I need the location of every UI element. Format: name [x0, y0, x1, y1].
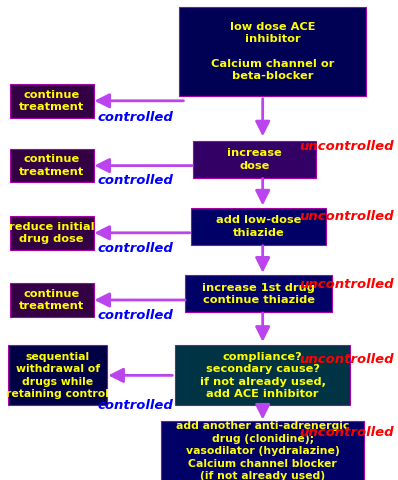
Text: controlled: controlled: [98, 241, 173, 255]
Text: controlled: controlled: [98, 174, 173, 188]
Text: increase 1st drug
continue thiazide: increase 1st drug continue thiazide: [202, 283, 315, 305]
Text: controlled: controlled: [98, 111, 173, 124]
FancyBboxPatch shape: [10, 216, 94, 250]
Text: uncontrolled: uncontrolled: [299, 352, 394, 366]
FancyBboxPatch shape: [10, 84, 94, 118]
Text: reduce initial
drug dose: reduce initial drug dose: [9, 222, 95, 244]
Text: add another anti-adrenergic
drug (clonidine);
vasodilator (hydralazine)
Calcium : add another anti-adrenergic drug (clonid…: [176, 421, 349, 480]
FancyBboxPatch shape: [10, 149, 94, 182]
Text: compliance?
secondary cause?
if not already used,
add ACE inhibitor: compliance? secondary cause? if not alre…: [200, 352, 326, 399]
Text: add low-dose
thiazide: add low-dose thiazide: [216, 216, 301, 238]
FancyBboxPatch shape: [193, 141, 316, 178]
FancyBboxPatch shape: [185, 275, 332, 312]
Text: low dose ACE
inhibitor

Calcium channel or
beta-blocker: low dose ACE inhibitor Calcium channel o…: [211, 22, 334, 81]
Text: controlled: controlled: [98, 309, 173, 322]
Text: controlled: controlled: [98, 399, 173, 412]
Text: uncontrolled: uncontrolled: [299, 210, 394, 224]
FancyBboxPatch shape: [161, 421, 364, 480]
FancyBboxPatch shape: [8, 346, 107, 405]
FancyBboxPatch shape: [175, 346, 350, 405]
Text: continue
treatment: continue treatment: [19, 289, 84, 311]
Text: uncontrolled: uncontrolled: [299, 277, 394, 291]
FancyBboxPatch shape: [10, 283, 94, 317]
Text: sequential
withdrawal of
drugs while
retaining control: sequential withdrawal of drugs while ret…: [6, 352, 109, 399]
Text: increase
dose: increase dose: [227, 148, 282, 170]
FancyBboxPatch shape: [191, 208, 326, 245]
Text: uncontrolled: uncontrolled: [299, 140, 394, 153]
FancyBboxPatch shape: [179, 7, 366, 96]
Text: continue
treatment: continue treatment: [19, 155, 84, 177]
Text: continue
treatment: continue treatment: [19, 90, 84, 112]
Text: uncontrolled: uncontrolled: [299, 425, 394, 439]
